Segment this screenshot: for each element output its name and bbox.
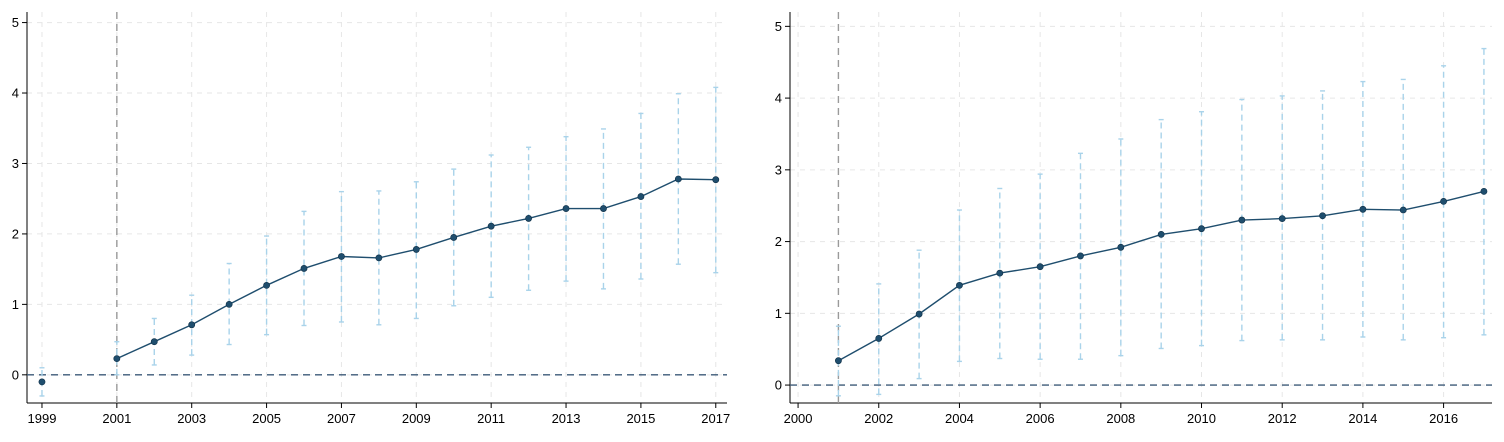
data-point-2014 — [1359, 205, 1367, 213]
data-point-2016 — [674, 175, 682, 183]
data-point-2013 — [562, 205, 570, 212]
y-tick-label-0: 0 — [775, 378, 782, 393]
data-point-2006 — [300, 265, 308, 272]
x-tick-label-0: 1999 — [28, 411, 57, 426]
data-point-2017 — [1480, 187, 1488, 195]
y-tick-label-1: 1 — [12, 297, 19, 312]
x-tick-label-4: 2007 — [327, 411, 356, 426]
data-point-2005 — [996, 269, 1004, 277]
y-tick-label-5: 5 — [12, 15, 19, 30]
y-tick-label-2: 2 — [12, 226, 19, 241]
data-point-2003 — [188, 321, 196, 329]
right-event-study-chart: 0 1 2 3 4 5 2000 2002 2004 2006 2008 2010 2012 2014 20… — [775, 12, 1492, 426]
data-point-2015 — [637, 193, 645, 200]
y-tick-label-5: 5 — [775, 19, 782, 34]
data-point-2007 — [1077, 252, 1084, 260]
x-tick-label-2: 2004 — [945, 411, 974, 426]
data-point-2010 — [450, 234, 458, 241]
x-tick-label-1: 2002 — [864, 411, 893, 426]
data-point-2014 — [600, 205, 607, 212]
data-point-2015 — [1399, 206, 1407, 214]
data-point-2009 — [1157, 231, 1165, 238]
data-point-2002 — [875, 335, 883, 342]
data-point-2004 — [225, 300, 233, 308]
data-point-2002 — [150, 338, 158, 346]
y-tick-label-0: 0 — [12, 367, 19, 382]
data-point-2007 — [338, 253, 345, 260]
x-tick-label-5: 2009 — [402, 411, 431, 426]
x-tick-label-7: 2013 — [552, 411, 581, 426]
data-point-2011 — [1238, 216, 1246, 224]
x-tick-label-7: 2014 — [1348, 411, 1377, 426]
y-tick-label-2: 2 — [775, 234, 782, 249]
x-tick-label-3: 2005 — [252, 411, 281, 426]
data-point-2016 — [1440, 198, 1447, 205]
x-tick-label-5: 2010 — [1187, 411, 1216, 426]
x-tick-label-1: 2001 — [102, 411, 131, 426]
data-point-2010 — [1198, 225, 1205, 233]
data-point-2003 — [915, 310, 923, 318]
x-tick-label-8: 2016 — [1429, 411, 1458, 426]
x-tick-label-4: 2008 — [1106, 411, 1135, 426]
x-tick-label-9: 2017 — [701, 411, 730, 426]
x-tick-label-2: 2003 — [177, 411, 206, 426]
x-tick-label-6: 2012 — [1268, 411, 1297, 426]
y-tick-label-1: 1 — [775, 306, 782, 321]
data-point-2006 — [1036, 263, 1044, 271]
data-point-2017 — [712, 176, 720, 184]
data-point-2008 — [375, 254, 383, 262]
data-point-2004 — [956, 281, 963, 289]
y-tick-label-4: 4 — [775, 91, 782, 106]
data-point-2013 — [1319, 212, 1326, 220]
x-tick-label-3: 2006 — [1026, 411, 1055, 426]
y-tick-label-3: 3 — [12, 156, 19, 171]
y-tick-label-3: 3 — [775, 162, 782, 177]
y-tick-label-4: 4 — [12, 86, 19, 101]
data-point-2001 — [835, 357, 842, 365]
data-point-2005 — [263, 281, 270, 289]
data-point-2012 — [525, 215, 533, 222]
left-event-study-chart: 0 1 2 3 4 5 1999 2001 2003 2005 2007 2009 2011 2013 20… — [12, 12, 730, 426]
x-tick-label-8: 2015 — [626, 411, 655, 426]
data-point-2011 — [487, 222, 495, 230]
data-point-2012 — [1278, 215, 1286, 223]
data-point-2001 — [113, 355, 121, 363]
data-point-2009 — [412, 246, 420, 253]
x-tick-label-0: 2000 — [784, 411, 813, 426]
data-point-2008 — [1117, 243, 1125, 251]
data-point-1999 — [38, 378, 46, 386]
x-tick-label-6: 2011 — [477, 411, 505, 426]
